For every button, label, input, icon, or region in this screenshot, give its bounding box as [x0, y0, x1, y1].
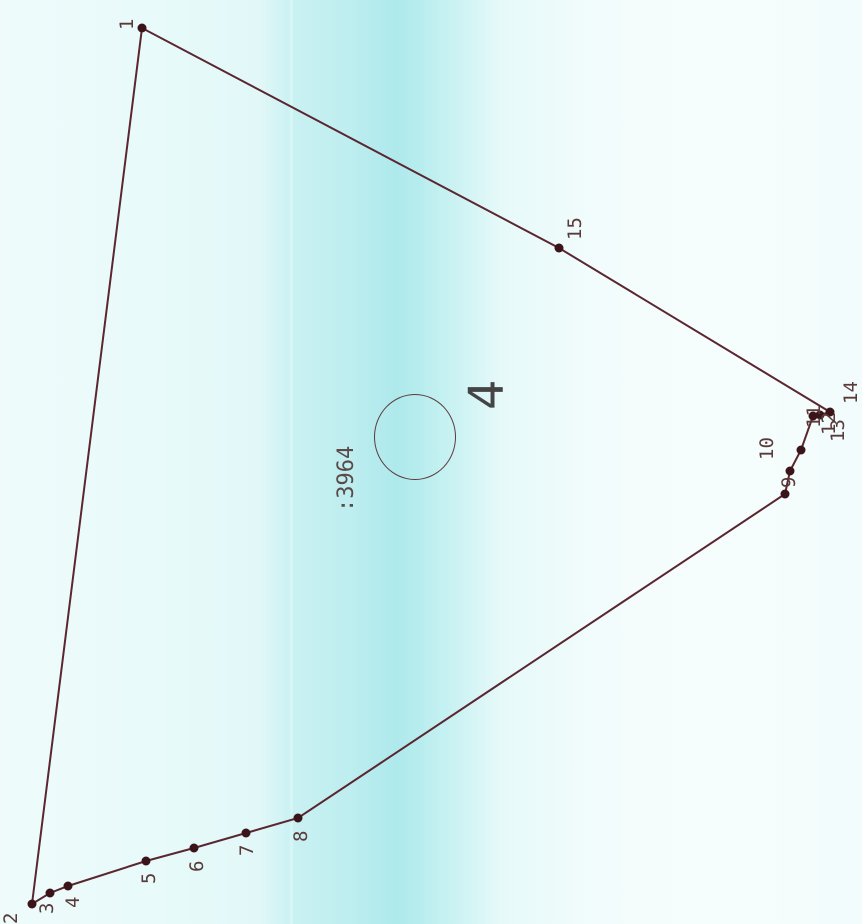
vertex-label-10: 10: [756, 437, 778, 460]
parcel-boundary: [30, 26, 833, 906]
parcel-number: 4: [459, 379, 515, 410]
vertex-point-10: [785, 466, 795, 476]
vertex-point-1: [137, 23, 147, 33]
vertex-point-13: [815, 410, 825, 420]
vertex-label-6: 6: [186, 860, 208, 872]
vertex-label-13: 13: [827, 419, 849, 442]
vertex-label-7: 7: [236, 844, 258, 856]
vertex-point-4: [63, 881, 73, 891]
vertex-label-9: 9: [778, 476, 800, 488]
vertex-label-1: 1: [116, 18, 138, 30]
vertex-point-3: [45, 888, 55, 898]
vertex-point-9: [780, 489, 790, 499]
vertex-point-7: [241, 828, 251, 838]
vertex-label-8: 8: [290, 830, 312, 842]
vertex-point-5: [141, 856, 151, 866]
vertex-label-14: 14: [840, 381, 862, 404]
vertex-point-11: [796, 445, 806, 455]
vertex-label-5: 5: [138, 872, 160, 884]
vertex-label-2: 2: [0, 912, 22, 924]
vertex-point-8: [293, 813, 303, 823]
parcel-area-label: :3964: [334, 445, 359, 512]
vertex-label-3: 3: [36, 902, 58, 914]
parcel-number-circle: [374, 394, 456, 480]
vertex-point-14: [825, 407, 835, 417]
vertex-label-4: 4: [62, 896, 84, 908]
vertex-point-15: [554, 243, 564, 253]
vertex-point-2: [27, 899, 37, 909]
vertex-label-15: 15: [564, 217, 586, 240]
vertex-point-12: [808, 411, 818, 421]
vertex-point-6: [189, 843, 199, 853]
